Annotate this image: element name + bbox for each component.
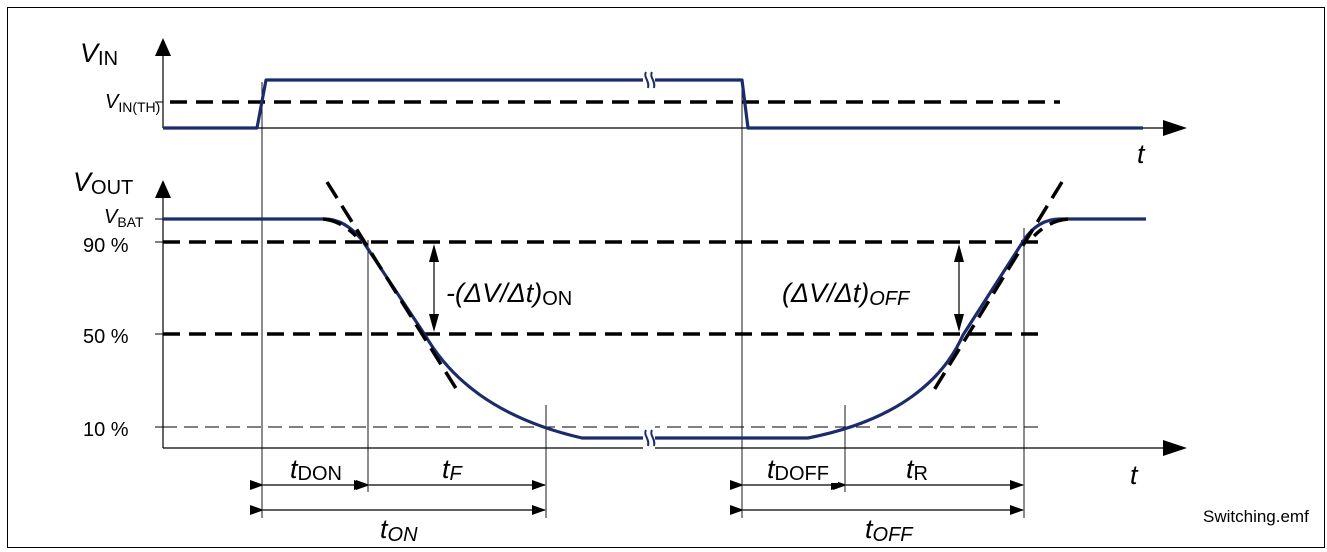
- vbat-label: VBAT: [104, 206, 144, 230]
- vout-waveform: [163, 217, 1146, 440]
- time-axis-label-top: t: [1137, 139, 1146, 169]
- diagram-frame: [7, 7, 1325, 548]
- tf-label: tF: [442, 454, 464, 485]
- vout-y-arrowhead: [155, 180, 171, 198]
- slope-on-label: -(ΔV/Δt)ON: [446, 278, 572, 310]
- tdon-label: tDON: [290, 454, 342, 485]
- break-markers: [643, 68, 656, 450]
- level-90-label: 90 %: [83, 235, 129, 257]
- vin-time-arrowhead: [1163, 120, 1187, 136]
- tdoff-label: tDOFF: [767, 454, 829, 485]
- vout-time-arrowhead: [1163, 440, 1187, 456]
- vin-label: VIN: [80, 38, 118, 70]
- turn-off-tangent: [932, 181, 1064, 391]
- slope-tangents: [322, 181, 1069, 391]
- toff-label: tOFF: [865, 514, 914, 546]
- level-50-label: 50 %: [83, 326, 129, 348]
- tr-label: tR: [906, 454, 928, 485]
- time-axis-label-bottom: t: [1130, 460, 1139, 490]
- vin-threshold-label: VIN(TH): [105, 91, 160, 115]
- vin-y-arrowhead: [155, 38, 171, 56]
- reference-levels: [163, 100, 1060, 428]
- level-10-label: 10 %: [83, 419, 129, 441]
- turn-on-tangent: [325, 181, 459, 391]
- timing-guides: [261, 82, 1025, 518]
- vin-waveform: [163, 78, 1143, 130]
- ton-label: tON: [380, 514, 418, 546]
- figure-filename: Switching.emf: [1203, 507, 1309, 526]
- interval-arrows: [250, 480, 1024, 515]
- labels: VIN VIN(TH) t VOUT VBAT 90 % 50 % 10 % -…: [73, 38, 1146, 546]
- slope-off-label: (ΔV/Δt)OFF: [782, 278, 911, 310]
- waveforms: [163, 78, 1146, 440]
- slope-arrows: [429, 244, 964, 332]
- vout-label: VOUT: [73, 167, 133, 199]
